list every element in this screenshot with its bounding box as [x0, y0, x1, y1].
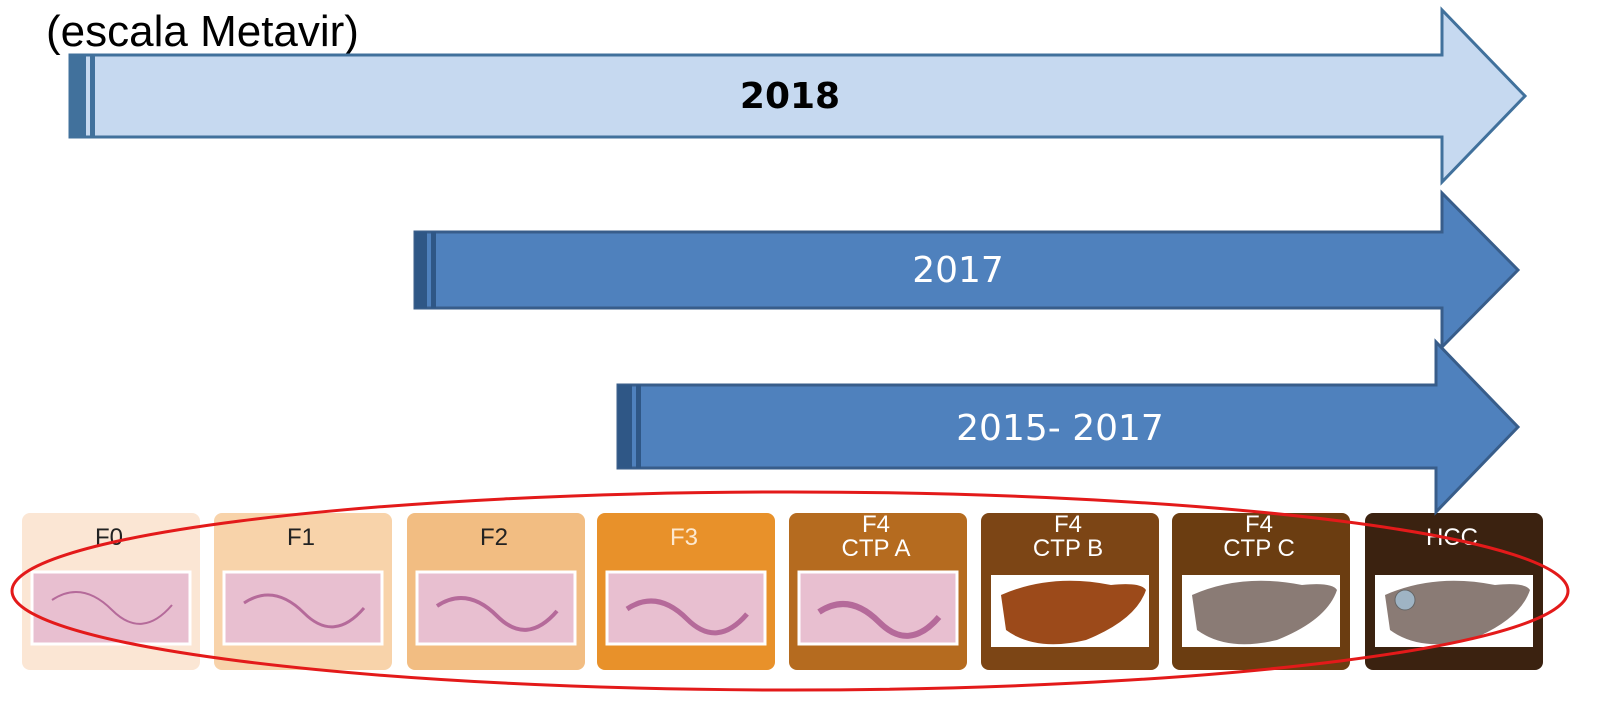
- arrow-tail: [431, 232, 436, 308]
- stage-label: F2: [480, 524, 508, 551]
- arrow-label: 2017: [912, 250, 1004, 291]
- diagram: (escala Metavir) F0F1F2F3F4CTP AF4CTP BF…: [0, 0, 1614, 712]
- arrow-tail: [636, 385, 641, 468]
- stage-label: F4: [1245, 511, 1273, 538]
- arrow-label: 2015- 2017: [956, 408, 1164, 449]
- title: (escala Metavir): [46, 7, 359, 56]
- stage-label: F4: [862, 511, 890, 538]
- stage-label: CTP B: [1033, 535, 1103, 562]
- stage-label: CTP C: [1223, 535, 1295, 562]
- stage-label: CTP A: [842, 535, 911, 562]
- stage-label: F3: [670, 524, 698, 551]
- arrow-tail: [70, 55, 86, 137]
- arrow-label: 2018: [740, 76, 840, 117]
- stage-label: F1: [287, 524, 315, 551]
- histology-image: [224, 572, 382, 644]
- histology-image: [417, 572, 575, 644]
- tumor: [1395, 590, 1415, 610]
- arrow-tail: [415, 232, 427, 308]
- stage-label: F4: [1054, 511, 1082, 538]
- arrow-tail: [618, 385, 632, 468]
- arrow-tail: [90, 55, 95, 137]
